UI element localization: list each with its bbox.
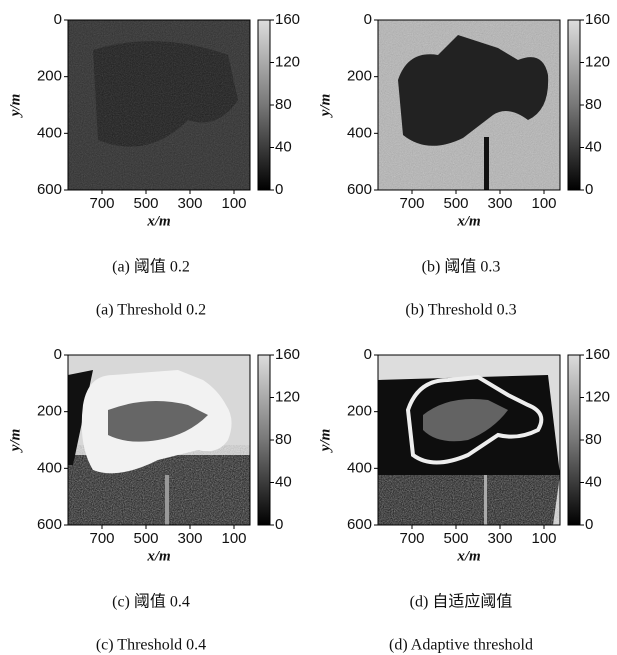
colorbar [568,355,580,525]
x-tick-label: 300 [487,195,512,212]
colorbar-tick-label: 80 [585,96,602,113]
x-axis-label: x/m [146,213,170,229]
y-tick-label: 400 [37,459,62,476]
caption-cn: (a) 阈值 0.2 [112,258,190,276]
panel [378,20,560,190]
x-tick-label: 300 [487,530,512,547]
y-axis-label: y/m [317,94,333,119]
caption-en: (d) Adaptive threshold [389,637,533,654]
x-tick-label: 700 [89,530,114,547]
panel [68,355,250,525]
y-tick-label: 600 [37,516,62,533]
image-shaft [484,475,487,525]
x-axis-label: x/m [146,548,170,564]
colorbar-tick-label: 40 [275,138,292,155]
y-tick-label: 200 [37,403,62,420]
colorbar-tick-label: 120 [275,388,300,405]
colorbar-tick-label: 160 [585,346,610,363]
colorbar-tick-label: 0 [275,516,283,533]
x-tick-label: 700 [89,195,114,212]
caption-en: (a) Threshold 0.2 [96,302,206,319]
x-tick-label: 100 [221,195,246,212]
x-tick-label: 100 [221,530,246,547]
caption-en: (b) Threshold 0.3 [405,302,516,319]
colorbar [568,20,580,190]
y-tick-label: 200 [347,403,372,420]
x-tick-label: 700 [399,530,424,547]
colorbar-tick-label: 0 [585,516,593,533]
caption-cn: (d) 自适应阈值 [410,592,513,611]
x-tick-label: 700 [399,195,424,212]
x-axis-label: x/m [456,548,480,564]
caption-cn: (c) 阈值 0.4 [112,593,190,611]
x-tick-label: 100 [531,195,556,212]
colorbar-tick-label: 40 [585,138,602,155]
caption-cn: (b) 阈值 0.3 [422,258,501,276]
colorbar-tick-label: 0 [275,181,283,198]
caption-en: (c) Threshold 0.4 [96,637,206,654]
panel [68,20,250,190]
y-axis-label: y/m [7,429,23,454]
y-tick-label: 0 [54,346,62,363]
y-tick-label: 400 [347,124,372,141]
y-tick-label: 0 [54,11,62,28]
image-shaft [484,137,489,190]
y-tick-label: 400 [37,124,62,141]
x-tick-label: 500 [443,195,468,212]
image-noise [68,20,250,190]
x-tick-label: 500 [133,195,158,212]
colorbar-tick-label: 160 [585,11,610,28]
colorbar-tick-label: 0 [585,181,593,198]
y-tick-label: 200 [347,68,372,85]
x-tick-label: 300 [177,530,202,547]
colorbar-tick-label: 120 [585,388,610,405]
colorbar-tick-label: 40 [585,473,602,490]
y-tick-label: 0 [364,346,372,363]
x-axis-label: x/m [456,213,480,229]
image-shaft [165,475,169,525]
image-noise [378,475,560,525]
colorbar-tick-label: 120 [275,53,300,70]
colorbar-tick-label: 80 [585,431,602,448]
colorbar [258,20,270,190]
x-tick-label: 100 [531,530,556,547]
figure: 0200400600700500300100y/mx/m16012080400(… [0,0,617,655]
y-tick-label: 600 [347,181,372,198]
y-axis-label: y/m [317,429,333,454]
colorbar [258,355,270,525]
colorbar-tick-label: 80 [275,431,292,448]
x-tick-label: 300 [177,195,202,212]
y-tick-label: 0 [364,11,372,28]
colorbar-tick-label: 40 [275,473,292,490]
y-axis-label: y/m [7,94,23,119]
y-tick-label: 200 [37,68,62,85]
colorbar-tick-label: 160 [275,11,300,28]
y-tick-label: 600 [347,516,372,533]
x-tick-label: 500 [133,530,158,547]
colorbar-tick-label: 120 [585,53,610,70]
x-tick-label: 500 [443,530,468,547]
colorbar-tick-label: 80 [275,96,292,113]
y-tick-label: 600 [37,181,62,198]
y-tick-label: 400 [347,459,372,476]
colorbar-tick-label: 160 [275,346,300,363]
panel [378,355,560,525]
